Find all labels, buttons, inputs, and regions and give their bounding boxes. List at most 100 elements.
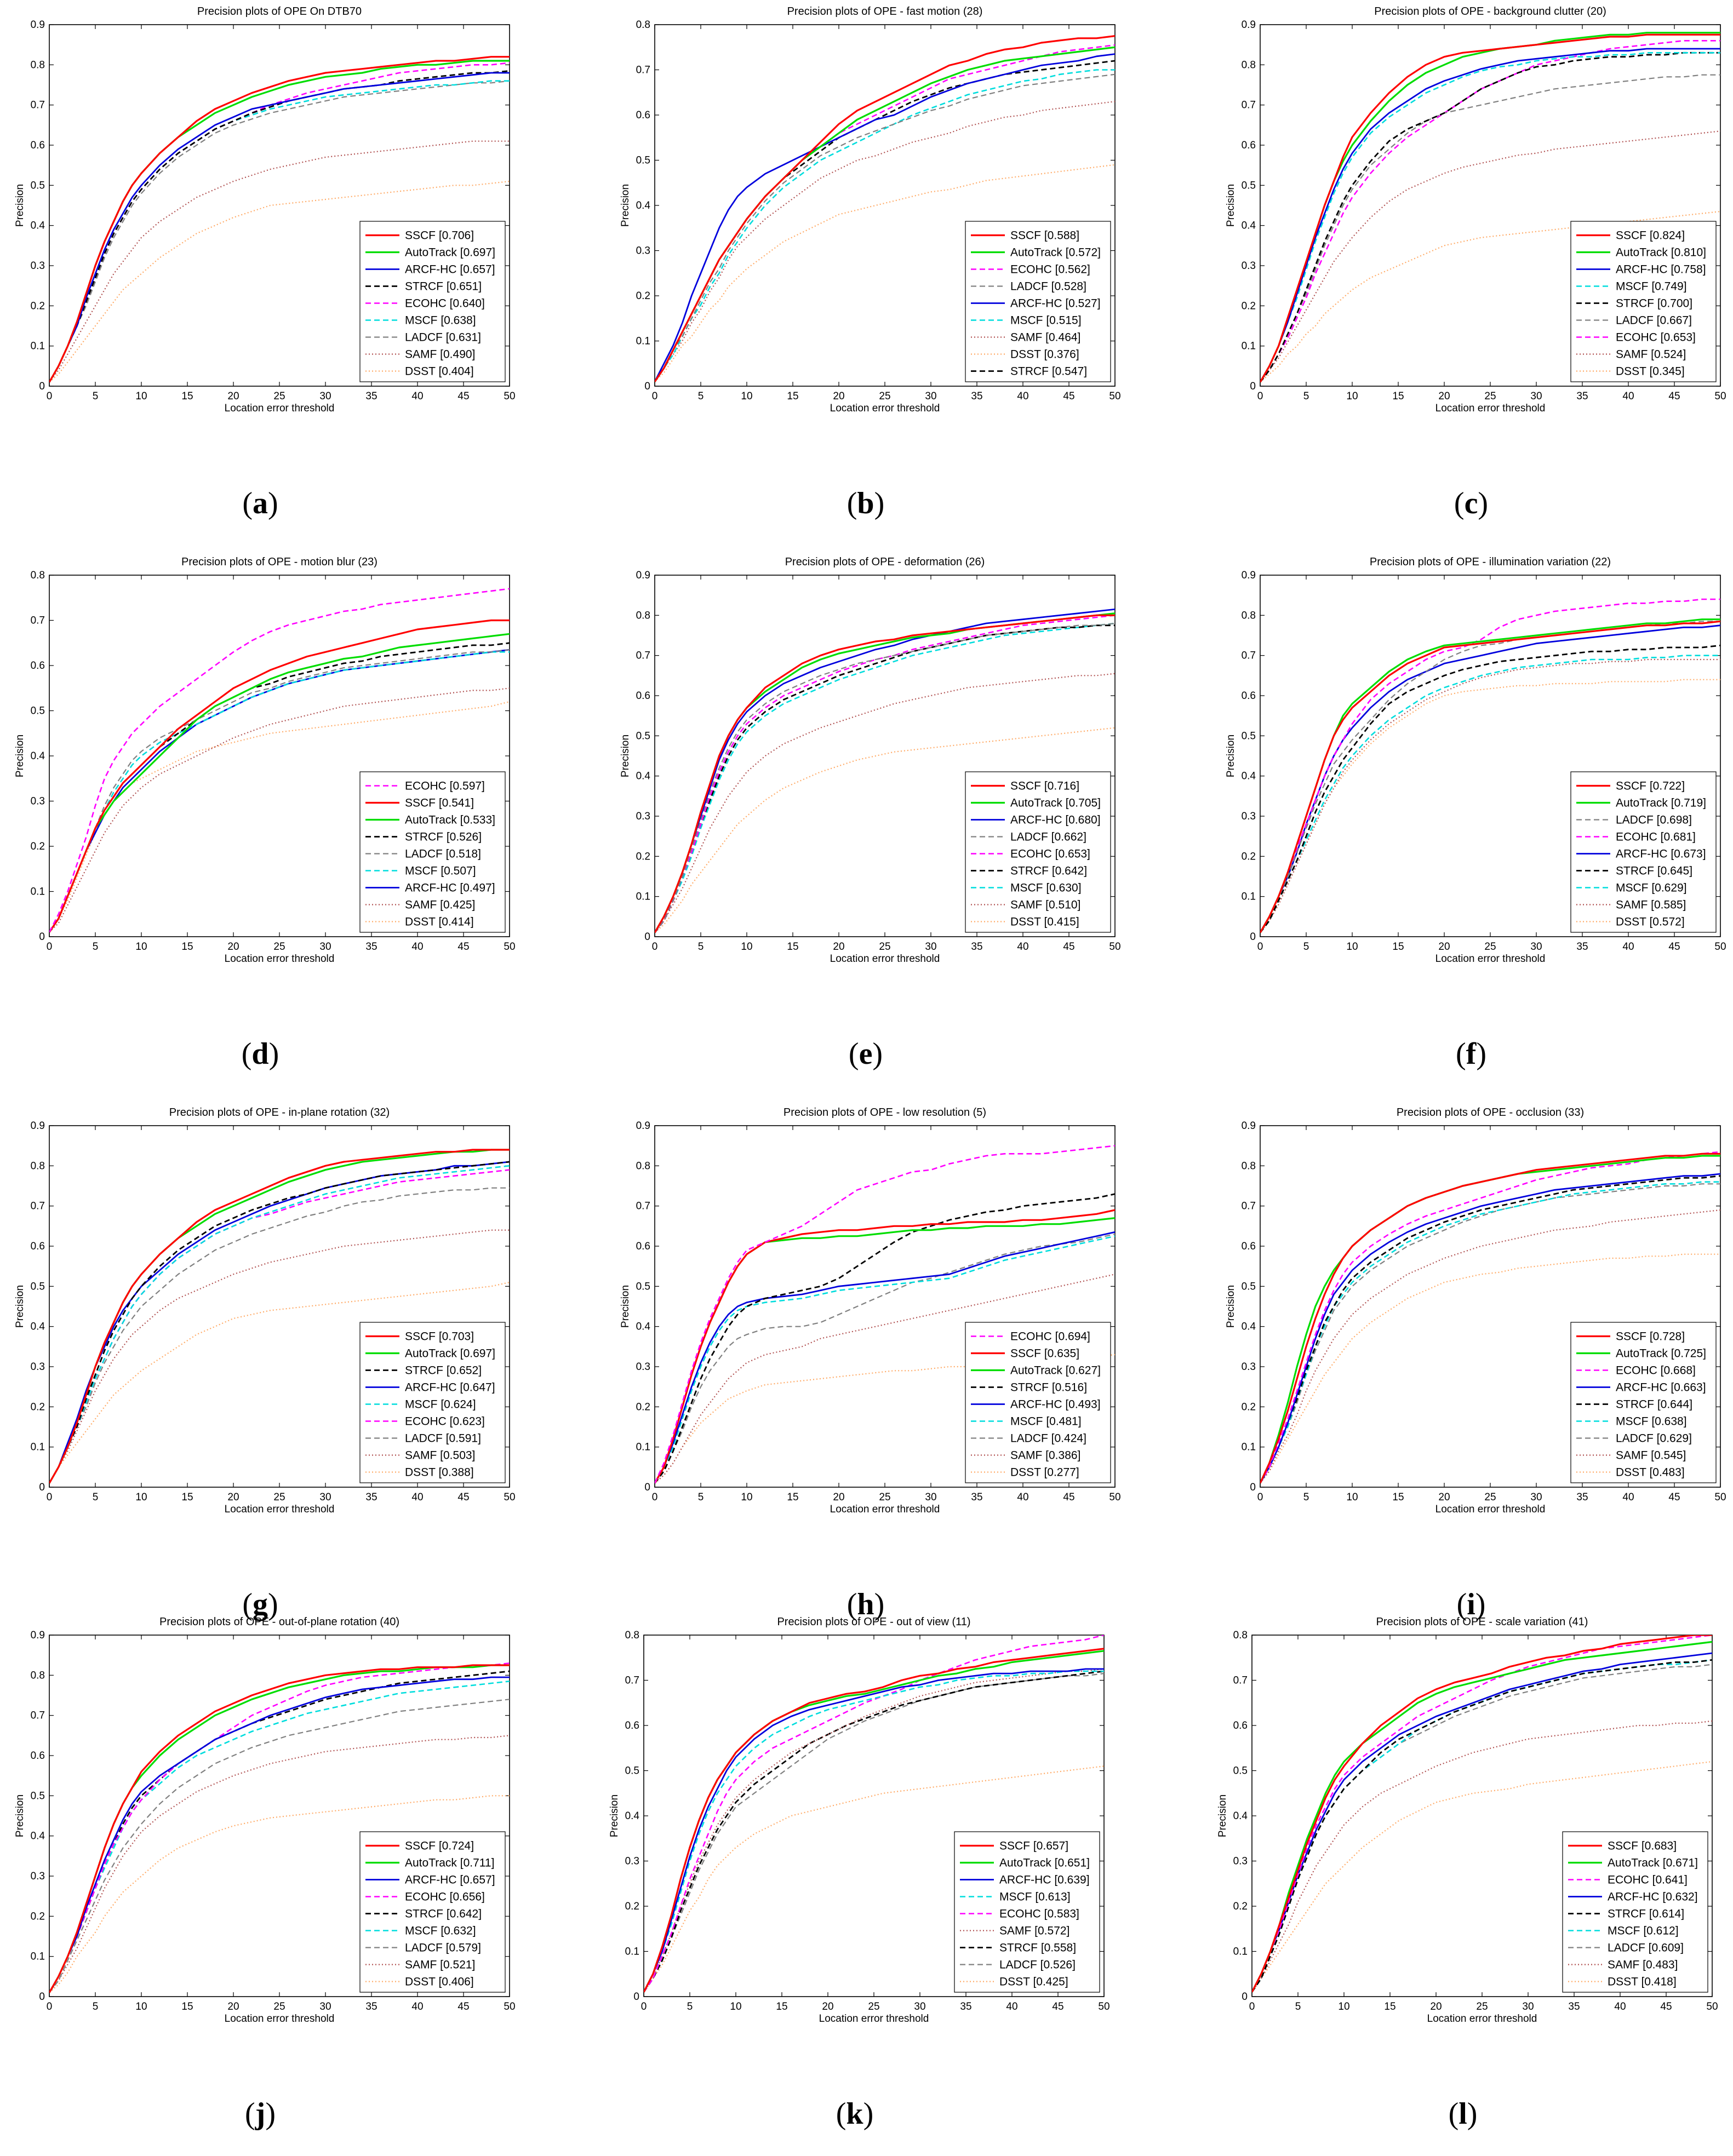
x-tick-label: 30 xyxy=(319,941,331,953)
y-tick-label: 0.7 xyxy=(1233,1675,1248,1687)
y-tick-label: 0.5 xyxy=(1242,180,1256,191)
series-line-arcf-hc xyxy=(49,1676,510,1993)
x-tick-label: 50 xyxy=(1714,941,1726,953)
y-tick-label: 0.3 xyxy=(31,1361,45,1373)
series-line-ladcf xyxy=(1260,621,1720,933)
chart-k: Precision plots of OPE - out of view (11… xyxy=(609,1616,1110,2025)
y-tick-label: 0.9 xyxy=(1242,1120,1256,1132)
x-tick-label: 45 xyxy=(1668,941,1680,953)
y-tick-label: 0.1 xyxy=(625,1946,639,1958)
legend-entry: AutoTrack [0.711] xyxy=(405,1857,494,1870)
x-tick-label: 35 xyxy=(365,1492,377,1503)
legend-entry: ECOHC [0.583] xyxy=(999,1908,1079,1920)
x-tick-label: 15 xyxy=(1392,391,1404,402)
x-tick-label: 40 xyxy=(411,1492,423,1503)
y-tick-label: 0.7 xyxy=(636,65,650,76)
x-tick-label: 15 xyxy=(181,391,193,402)
legend-box xyxy=(965,1322,1111,1483)
legend-entry: AutoTrack [0.705] xyxy=(1010,797,1101,810)
x-tick-label: 20 xyxy=(1438,941,1450,953)
legend: SSCF [0.728] AutoTrack [0.725] ECOHC [0.66… xyxy=(1570,1322,1717,1483)
series-line-samf xyxy=(49,687,510,933)
y-tick-label: 0.4 xyxy=(636,771,651,782)
x-tick-label: 45 xyxy=(1063,941,1074,953)
x-tick-label: 30 xyxy=(925,1492,936,1503)
y-axis-label: Precision xyxy=(14,1285,26,1328)
x-axis-label: Location error threshold xyxy=(830,953,940,965)
chart-title: Precision plots of OPE - motion blur (23… xyxy=(181,556,378,568)
x-tick-label: 10 xyxy=(730,2001,741,2012)
y-tick-label: 0.4 xyxy=(625,1810,640,1822)
series-line-sscf xyxy=(1260,620,1720,933)
y-tick-label: 0.2 xyxy=(636,851,650,862)
y-tick-label: 0 xyxy=(39,1482,45,1493)
y-tick-label: 0.6 xyxy=(31,660,45,672)
x-tick-label: 40 xyxy=(411,2001,423,2012)
y-axis-label: Precision xyxy=(620,735,631,777)
x-tick-label: 15 xyxy=(776,2001,787,2012)
y-axis-label: Precision xyxy=(14,735,26,777)
legend-entry: AutoTrack [0.533] xyxy=(405,814,495,827)
series-line-dsst xyxy=(655,727,1115,933)
x-tick-label: 45 xyxy=(457,2001,469,2012)
legend-box xyxy=(1570,771,1717,933)
legend-entry: STRCF [0.614] xyxy=(1608,1908,1684,1920)
y-tick-label: 0.7 xyxy=(1242,650,1256,662)
x-tick-label: 20 xyxy=(227,1492,239,1503)
caption-c: (c) xyxy=(1454,486,1489,520)
x-tick-label: 45 xyxy=(1052,2001,1063,2012)
legend-entry: MSCF [0.507] xyxy=(405,865,476,878)
x-tick-label: 50 xyxy=(504,941,515,953)
y-tick-label: 0.1 xyxy=(31,1951,45,1963)
series-group xyxy=(1260,598,1720,933)
legend-entry: DSST [0.483] xyxy=(1616,1466,1685,1479)
legend-box xyxy=(359,221,506,382)
x-tick-label: 40 xyxy=(1006,2001,1017,2012)
x-tick-label: 5 xyxy=(687,2001,693,2012)
y-tick-label: 0.8 xyxy=(31,570,45,581)
series-line-dsst xyxy=(49,1795,510,1993)
x-tick-label: 40 xyxy=(1622,391,1634,402)
x-tick-label: 20 xyxy=(1438,391,1450,402)
y-tick-label: 0.3 xyxy=(1242,260,1256,272)
y-tick-label: 0.2 xyxy=(1242,1401,1256,1413)
x-tick-label: 5 xyxy=(93,1492,99,1503)
x-tick-label: 15 xyxy=(787,1492,798,1503)
series-line-ecohc xyxy=(655,615,1115,933)
x-tick-label: 5 xyxy=(1295,2001,1301,2012)
legend-entry: SSCF [0.683] xyxy=(1608,1840,1677,1853)
x-axis-label: Location error threshold xyxy=(1435,403,1546,414)
y-tick-label: 0.2 xyxy=(625,1901,639,1912)
chart-title: Precision plots of OPE On DTB70 xyxy=(197,5,362,18)
x-tick-label: 25 xyxy=(879,391,890,402)
legend-entry: SSCF [0.728] xyxy=(1616,1331,1685,1343)
legend-entry: SSCF [0.541] xyxy=(405,797,474,810)
legend-entry: SAMF [0.386] xyxy=(1010,1449,1080,1462)
x-tick-label: 50 xyxy=(1109,1492,1120,1503)
series-line-samf xyxy=(1260,1209,1720,1484)
x-tick-label: 20 xyxy=(1430,2001,1442,2012)
series-line-sscf xyxy=(49,56,510,383)
legend-entry: LADCF [0.526] xyxy=(999,1959,1076,1971)
x-tick-label: 10 xyxy=(1346,391,1358,402)
chart-title: Precision plots of OPE - fast motion (28… xyxy=(787,5,983,18)
x-tick-label: 25 xyxy=(273,1492,285,1503)
caption-l: (l) xyxy=(1448,2097,1478,2131)
x-tick-label: 45 xyxy=(457,391,469,402)
x-tick-label: 45 xyxy=(457,1492,469,1503)
legend-entry: STRCF [0.700] xyxy=(1616,297,1692,310)
y-tick-label: 0.5 xyxy=(31,180,45,191)
y-tick-label: 0.3 xyxy=(31,796,45,807)
y-tick-label: 0.1 xyxy=(31,886,45,898)
series-line-ladcf xyxy=(49,1187,510,1484)
legend: SSCF [0.588] AutoTrack [0.572] ECOHC [0.56… xyxy=(965,221,1111,382)
caption-e: (e) xyxy=(848,1037,883,1071)
legend-entry: MSCF [0.629] xyxy=(1616,882,1687,894)
series-line-strcf xyxy=(1260,1175,1720,1484)
x-tick-label: 35 xyxy=(365,2001,377,2012)
y-tick-label: 0.8 xyxy=(1242,610,1256,621)
x-tick-label: 30 xyxy=(1530,391,1542,402)
legend-entry: AutoTrack [0.697] xyxy=(405,1348,495,1360)
y-tick-label: 0.9 xyxy=(1242,19,1256,31)
series-line-ladcf xyxy=(655,1233,1115,1484)
